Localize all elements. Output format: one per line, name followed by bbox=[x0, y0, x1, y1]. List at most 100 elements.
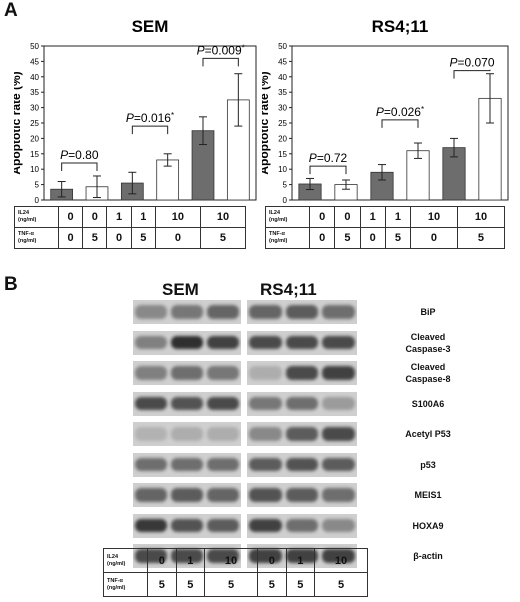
blot-band bbox=[135, 305, 167, 319]
blot-band bbox=[285, 427, 319, 441]
table-cell: 1 bbox=[175, 548, 205, 573]
blot-band bbox=[285, 366, 319, 380]
table-cell: 0 bbox=[154, 227, 201, 249]
blot-band bbox=[171, 396, 203, 411]
sem-y-tick-label: 45 bbox=[30, 57, 39, 66]
sem-y-tick-label: 50 bbox=[30, 42, 39, 51]
il24-row-label: IL24 (ng/ml) bbox=[14, 206, 59, 228]
blot-strip-sem bbox=[133, 513, 241, 538]
table-cell: 0 bbox=[359, 227, 386, 249]
blot-band bbox=[249, 396, 282, 411]
rs411-significance-bracket bbox=[381, 119, 419, 128]
blot-band bbox=[171, 488, 203, 502]
table-cell: 0 bbox=[308, 227, 336, 249]
table-cell: 5 bbox=[257, 572, 287, 597]
blot-band bbox=[207, 305, 239, 319]
rs411-p-value-label: P=0.72 bbox=[309, 151, 348, 165]
table-cell: 1 bbox=[285, 548, 315, 573]
blot-band bbox=[207, 335, 239, 350]
blot-band bbox=[135, 366, 167, 380]
blot-band bbox=[249, 335, 282, 350]
blot-band bbox=[249, 427, 282, 441]
tnf-row-label: TNF-α (ng/ml) bbox=[103, 572, 148, 597]
table-cell: 10 bbox=[314, 548, 368, 573]
blot-band bbox=[207, 366, 239, 380]
rs411-y-tick-label: 5 bbox=[283, 181, 288, 190]
blot-strip-rs bbox=[247, 452, 357, 477]
blot-band bbox=[322, 518, 355, 533]
sem-significance-bracket bbox=[61, 162, 98, 172]
il24-row-label: IL24 (ng/ml) bbox=[103, 548, 148, 573]
table-cell: 5 bbox=[456, 227, 506, 249]
sem-y-tick-label: 30 bbox=[30, 104, 39, 113]
sem-condition-table: IL24 (ng/ml) 0 0 1 1 10 10 TNF-α (ng/ml) 0… bbox=[14, 206, 247, 249]
rs411-y-tick-label: 25 bbox=[278, 119, 287, 128]
blot-band bbox=[285, 488, 319, 502]
sem-y-tick-label: 5 bbox=[35, 181, 40, 190]
table-cell: 0 bbox=[147, 548, 177, 573]
blot-band bbox=[249, 305, 282, 319]
table-cell: 5 bbox=[285, 572, 315, 597]
blot-band bbox=[285, 335, 319, 350]
blot-band bbox=[285, 396, 319, 411]
table-cell: 5 bbox=[199, 227, 247, 249]
blot-title-sem: SEM bbox=[162, 280, 199, 299]
blot-band bbox=[322, 427, 355, 441]
table-cell: 0 bbox=[106, 227, 132, 249]
table-cell: 5 bbox=[130, 227, 156, 249]
rs411-significance-bracket bbox=[309, 165, 347, 175]
blot-band bbox=[171, 335, 203, 350]
blot-protein-label: HOXA9 bbox=[412, 520, 444, 531]
blot-strip-sem bbox=[133, 422, 241, 446]
rs411-bar-chart: RS4;11 Apoptotic rate (%) 0 5 10 15 20 25 30 35 40… bbox=[262, 17, 509, 205]
blot-band bbox=[135, 335, 167, 350]
blot-title-rs411: RS4;11 bbox=[260, 280, 317, 299]
rs411-chart-title: RS4;11 bbox=[372, 17, 429, 36]
rs411-y-tick-label: 45 bbox=[278, 57, 287, 66]
table-cell: 1 bbox=[384, 206, 412, 228]
rs411-y-tick-label: 0 bbox=[283, 196, 288, 205]
blot-band bbox=[285, 518, 319, 533]
rs411-y-tick-label: 50 bbox=[278, 42, 287, 51]
blot-strip-sem bbox=[133, 330, 241, 355]
rs411-y-tick-label: 30 bbox=[278, 104, 287, 113]
blot-protein-label: p53 bbox=[420, 459, 436, 470]
blot-band bbox=[322, 335, 355, 350]
table-cell: 0 bbox=[410, 227, 458, 249]
blot-strip-rs bbox=[247, 422, 357, 446]
sem-p-value-label: P=0.016* bbox=[126, 111, 174, 125]
blot-protein-label: Acetyl P53 bbox=[405, 429, 451, 439]
table-cell: 5 bbox=[204, 572, 258, 597]
sem-significance-bracket bbox=[202, 57, 239, 67]
blot-strip-rs bbox=[247, 330, 357, 355]
blot-band bbox=[249, 457, 282, 472]
panel-b-label: B bbox=[4, 274, 18, 295]
sem-y-axis-label: Apoptotic rate (%) bbox=[14, 71, 23, 174]
blot-condition-table: IL24 (ng/ml) 0 1 10 0 1 10 TNF-α (ng/ml) 5… bbox=[103, 548, 368, 597]
blot-band bbox=[135, 396, 167, 411]
blot-strip-rs bbox=[247, 513, 357, 538]
blot-strip-sem bbox=[133, 391, 241, 416]
blot-band bbox=[171, 427, 203, 441]
sem-y-tick-label: 35 bbox=[30, 88, 39, 97]
blot-protein-label: BiP bbox=[420, 307, 436, 317]
blot-protein-label: Cleaved Caspase-8 bbox=[405, 362, 451, 384]
blot-band bbox=[135, 457, 167, 472]
blot-band bbox=[207, 396, 239, 411]
il24-row-label: IL24 (ng/ml) bbox=[265, 206, 310, 228]
blot-strip-sem bbox=[133, 483, 241, 507]
rs411-y-tick-label: 40 bbox=[278, 73, 287, 82]
sem-bar-chart: SEM Apoptotic rate (%) 0 5 10 15 20 25 30 35 40 45 5… bbox=[14, 17, 257, 205]
table-cell: 1 bbox=[359, 206, 386, 228]
table-cell: 0 bbox=[57, 206, 84, 228]
blot-band bbox=[207, 518, 239, 533]
table-cell: 10 bbox=[410, 206, 458, 228]
blot-band bbox=[322, 366, 355, 380]
table-cell: 10 bbox=[456, 206, 506, 228]
sem-p-value-label: P=0.009* bbox=[197, 43, 245, 57]
sem-p-value-label: P=0.80 bbox=[60, 148, 99, 162]
rs411-y-tick-label: 20 bbox=[278, 134, 287, 143]
blot-strip-rs bbox=[247, 391, 357, 416]
sem-chart-title: SEM bbox=[132, 17, 169, 36]
sem-significance-bracket bbox=[131, 125, 169, 135]
